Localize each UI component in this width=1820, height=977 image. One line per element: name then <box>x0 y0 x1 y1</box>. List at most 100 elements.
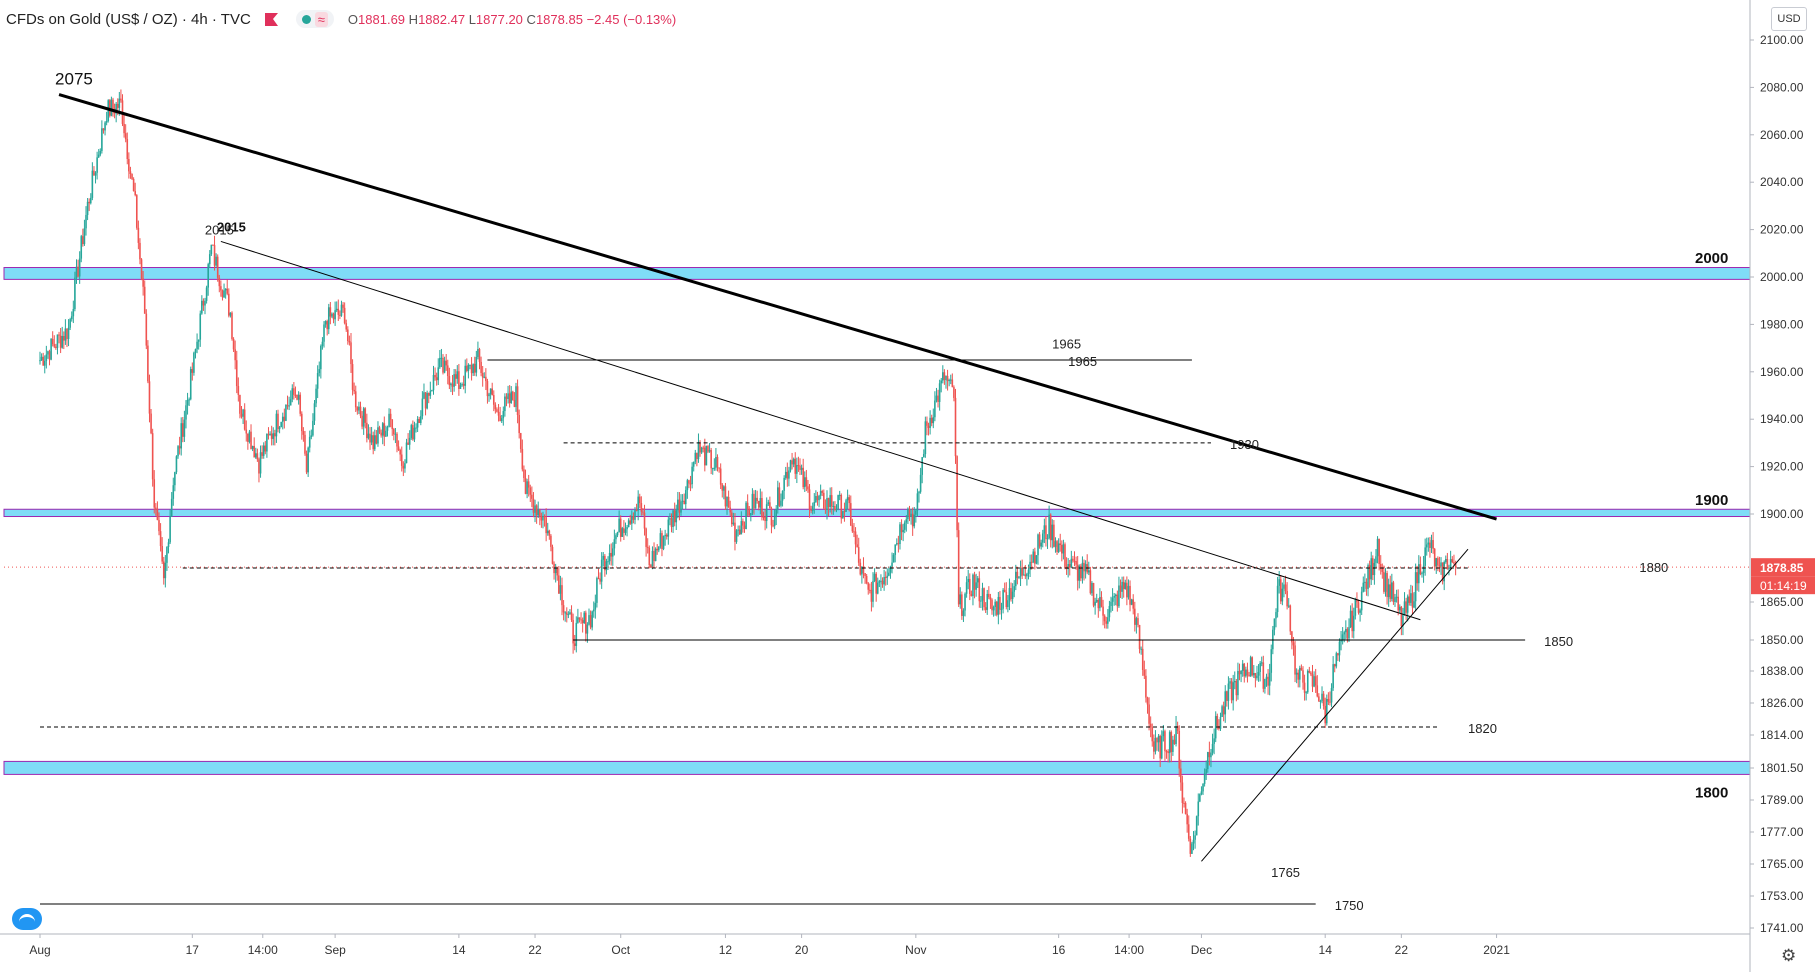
candle-body <box>578 617 581 620</box>
currency-button[interactable]: USD <box>1771 7 1807 31</box>
candle-body <box>277 413 279 430</box>
flag-icon[interactable] <box>264 12 278 26</box>
candle-body <box>1138 625 1141 649</box>
x-tick-label: 14:00 <box>248 943 278 957</box>
candle-body <box>908 508 911 517</box>
candle-body <box>80 236 83 259</box>
candle-body <box>148 381 151 414</box>
candle-body <box>918 491 920 494</box>
candle-body <box>267 433 270 436</box>
candle-body <box>769 502 771 509</box>
candle-body <box>989 597 992 600</box>
candle-body <box>805 477 808 487</box>
candle-body <box>1362 582 1365 592</box>
candle-body <box>861 566 863 575</box>
candle-body <box>876 582 879 594</box>
candle-body <box>343 307 346 324</box>
candle-body <box>378 427 381 433</box>
candle-body <box>610 552 612 557</box>
candle-body <box>688 480 690 484</box>
candle-body <box>1129 585 1131 605</box>
indicator-toggle[interactable]: ≈ <box>295 10 334 28</box>
candle-body <box>792 458 795 465</box>
candle-body <box>973 574 976 590</box>
candle-body <box>1422 565 1425 574</box>
candle-body <box>1107 617 1109 624</box>
candle-body <box>632 516 635 520</box>
candle-body <box>675 510 678 523</box>
candle-body <box>572 619 574 644</box>
candle-body <box>1054 541 1057 547</box>
candle-body <box>1037 534 1039 556</box>
candle-body <box>1294 645 1296 675</box>
candle-body <box>337 308 340 315</box>
candle-body <box>97 154 100 158</box>
candle-body <box>1211 743 1214 753</box>
candle-body <box>1338 641 1341 656</box>
candle-body <box>518 414 520 434</box>
x-tick-label: Aug <box>29 943 50 957</box>
candle-body <box>1105 621 1108 624</box>
candle-body <box>526 481 528 494</box>
candle-body <box>120 98 122 101</box>
candle-body <box>302 431 305 435</box>
candle-body <box>1367 565 1369 589</box>
tradingview-logo-icon[interactable] <box>12 908 42 930</box>
candle-body <box>711 468 714 470</box>
level-label: 1820 <box>1468 721 1497 736</box>
ohlc-values: O1881.69 H1882.47 L1877.20 C1878.85 −2.4… <box>348 12 676 27</box>
y-tick-label: 1850.00 <box>1760 633 1804 647</box>
candle-body <box>849 503 852 526</box>
candle-body <box>730 512 733 525</box>
symbol-title[interactable]: CFDs on Gold (US$ / OZ) · 4h · TVC <box>6 10 251 28</box>
candle-body <box>1049 514 1052 541</box>
candle-body <box>761 498 763 517</box>
candle-body <box>272 433 275 439</box>
candle-body <box>826 498 828 510</box>
candle-body <box>59 335 62 348</box>
x-tick-label: 17 <box>186 943 200 957</box>
candle-body <box>240 413 243 417</box>
candle-body <box>283 416 286 421</box>
candle-body <box>1149 723 1152 728</box>
candle-body <box>651 550 654 568</box>
candle-body <box>1100 597 1103 607</box>
candle-body <box>499 415 501 422</box>
candle-body <box>469 364 471 366</box>
candle-body <box>1130 599 1133 605</box>
candle-body <box>494 404 497 410</box>
gear-icon[interactable]: ⚙ <box>1781 946 1797 965</box>
wave-icon[interactable]: ≈ <box>314 11 328 27</box>
candle-body <box>1021 567 1023 576</box>
candle-body <box>242 409 244 417</box>
candle-body <box>1240 670 1242 675</box>
candle-body <box>1427 542 1430 545</box>
y-tick-label: 2000.00 <box>1760 270 1804 284</box>
level-label: 1750 <box>1335 898 1364 913</box>
candle-body <box>1175 726 1177 745</box>
candle-body <box>816 496 819 501</box>
last-price-value: 1878.85 <box>1760 561 1804 575</box>
candle-body <box>412 425 414 440</box>
candle-body <box>1381 568 1384 572</box>
candle-body <box>189 369 192 400</box>
candle-body <box>784 471 787 478</box>
candle-body <box>446 365 449 377</box>
candle-body <box>1237 670 1239 696</box>
candle-body <box>134 191 136 196</box>
candle-body <box>1411 593 1414 608</box>
candle-body <box>1310 672 1312 675</box>
candle-body <box>237 386 240 395</box>
candle-body <box>1260 662 1263 664</box>
candle-body <box>715 456 717 468</box>
candle-body <box>888 572 890 576</box>
candle-body <box>1405 601 1407 613</box>
candle-body <box>459 385 462 389</box>
candle-body <box>234 349 236 361</box>
candle-body <box>846 497 849 501</box>
candle-body <box>478 349 481 362</box>
candle-body <box>697 442 700 460</box>
candle-body <box>316 373 319 389</box>
